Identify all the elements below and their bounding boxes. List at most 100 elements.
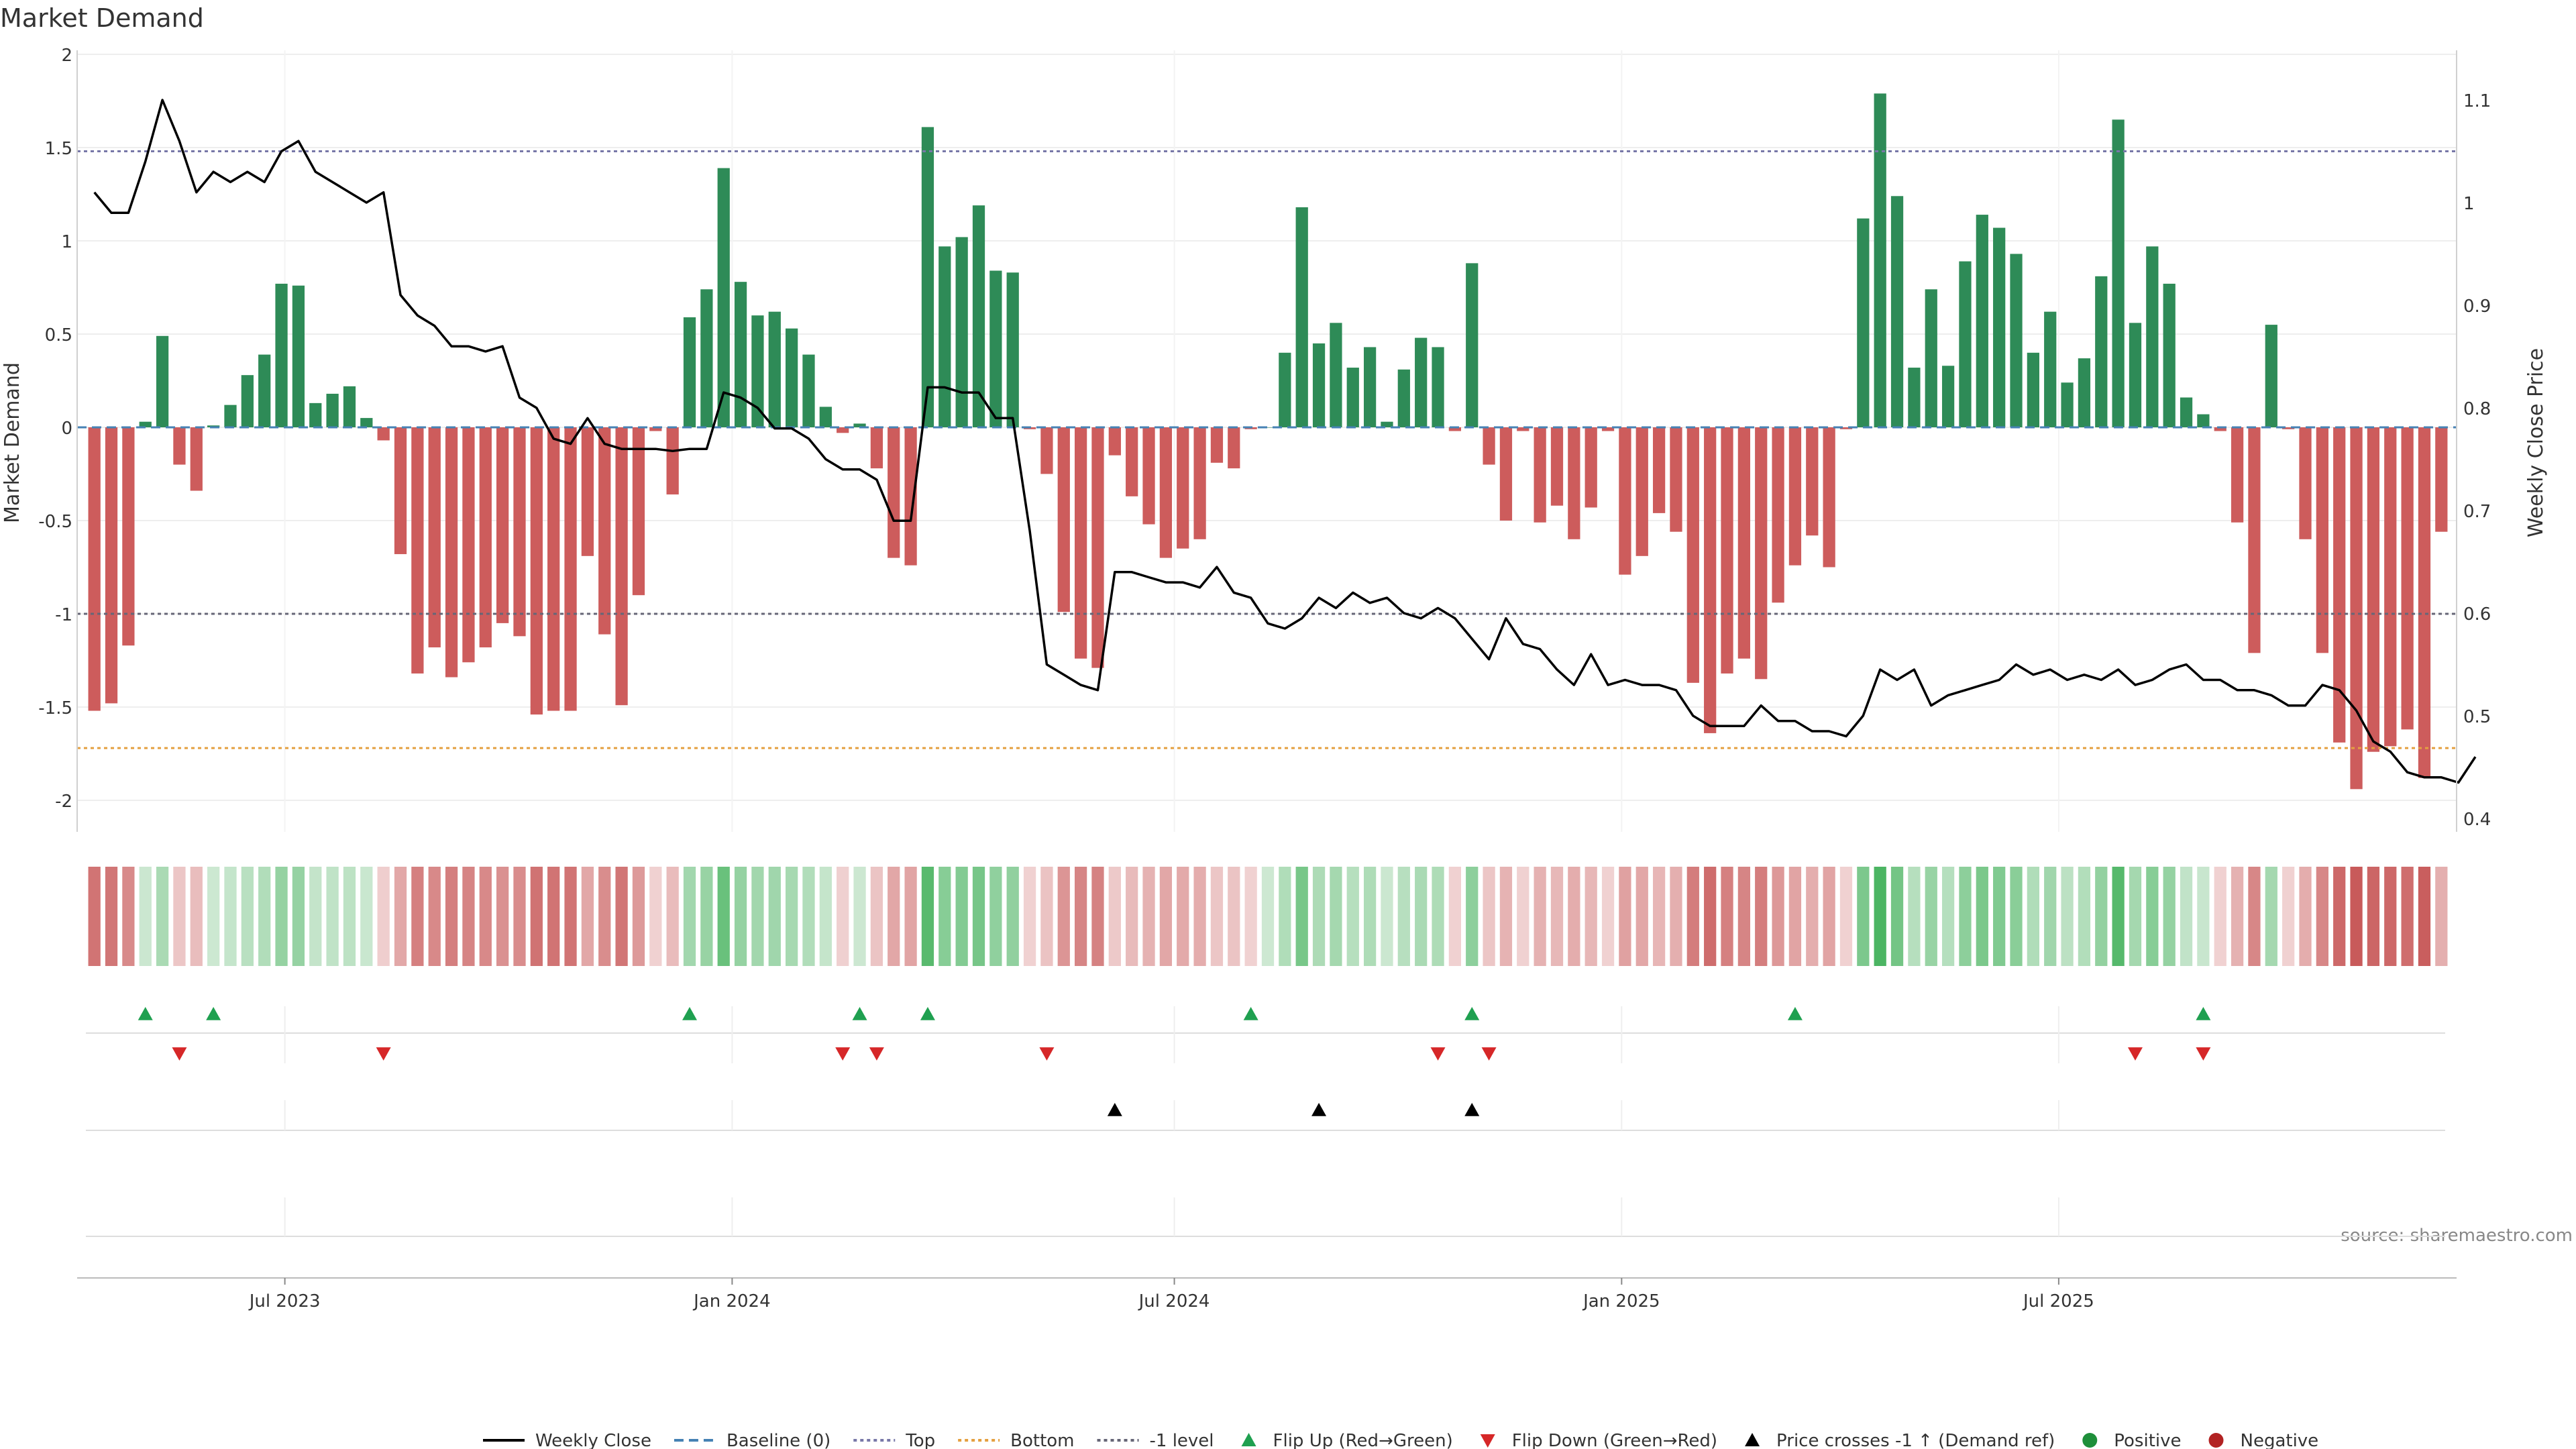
heat-cell-negative (2401, 867, 2414, 966)
y-tick-label-left: 1 (61, 232, 72, 252)
heat-cell-negative (1704, 867, 1717, 966)
demand-bar-positive (802, 354, 815, 427)
y-tick-label-left: 0 (61, 419, 72, 439)
heat-cell-positive (1890, 867, 1904, 966)
heat-cell-positive (360, 867, 373, 966)
demand-bar-negative (1635, 427, 1648, 556)
demand-bar-negative (1193, 427, 1206, 539)
heat-cell-positive (326, 867, 339, 966)
legend-item-negative: Negative (2208, 1431, 2318, 1449)
heat-cell-positive (139, 867, 152, 966)
y-tick-label-left: 0.5 (45, 325, 72, 345)
demand-bar-positive (2163, 283, 2176, 427)
demand-bar-positive (326, 393, 339, 427)
flip-down-marker (172, 1047, 187, 1061)
heat-cell-negative (2231, 867, 2244, 966)
heat-cell-positive (1397, 867, 1410, 966)
legend-item-bottom: Bottom (958, 1431, 1075, 1449)
heat-cell-positive (1432, 867, 1444, 966)
heat-cell-negative (1483, 867, 1495, 966)
heat-cell-negative (581, 867, 594, 966)
demand-bar-negative (513, 427, 526, 637)
demand-bar-positive (1993, 227, 2006, 427)
demand-bar-negative (428, 427, 441, 648)
heat-cell-positive (2010, 867, 2023, 966)
heat-cell-negative (2435, 867, 2448, 966)
heat-cell-negative (888, 867, 900, 966)
y-tick-label-left: 2 (61, 46, 72, 66)
demand-bar-negative (479, 427, 492, 648)
heat-cell-positive (1312, 867, 1326, 966)
x-tick-label: Jan 2025 (1582, 1291, 1660, 1311)
demand-bar-negative (530, 427, 543, 715)
demand-bar-negative (1823, 427, 1835, 568)
demand-bar-negative (1159, 427, 1173, 558)
demand-bar-negative (1228, 427, 1240, 469)
x-tick-label: Jul 2024 (1138, 1291, 1210, 1311)
flip-up-marker (1243, 1007, 1258, 1020)
flip-down-marker (1039, 1047, 1055, 1061)
heat-cell-positive (1466, 867, 1479, 966)
heat-cell-positive (734, 867, 747, 966)
demand-bar-negative (904, 427, 917, 566)
heat-cell-negative (1823, 867, 1835, 966)
demand-bar-positive (1397, 369, 1410, 427)
y-tick-label-right: 0.7 (2463, 502, 2491, 522)
heat-cell-positive (2044, 867, 2057, 966)
demand-bar-negative (1534, 427, 1546, 523)
demand-bar-negative (1652, 427, 1666, 513)
demand-bar-negative (2282, 427, 2295, 429)
demand-bar-negative (837, 427, 849, 433)
flip-up-marker (2196, 1007, 2211, 1020)
demand-bar-positive (2044, 311, 2057, 427)
heat-cell-negative (598, 867, 611, 966)
demand-bar-negative (1686, 427, 1699, 683)
heat-cell-positive (1976, 867, 1988, 966)
heat-cell-positive (989, 867, 1002, 966)
y-tick-label-right: 0.8 (2463, 399, 2491, 419)
heat-cell-negative (1126, 867, 1138, 966)
heat-cell-negative (428, 867, 441, 966)
heat-cell-negative (2350, 867, 2363, 966)
legend-swatch (1241, 1433, 1256, 1446)
legend-item-baseline-0: Baseline (0) (674, 1431, 830, 1449)
heat-cell-positive (156, 867, 169, 966)
demand-bar-positive (275, 283, 288, 427)
heat-cell-positive (1857, 867, 1870, 966)
y-tick-label-right: 0.9 (2463, 297, 2491, 317)
heat-cell-positive (275, 867, 288, 966)
heat-cell-positive (1330, 867, 1342, 966)
y-tick-label-right: 0.4 (2463, 810, 2491, 830)
demand-bar-positive (1908, 368, 1921, 427)
heat-cell-positive (2061, 867, 2074, 966)
heat-cell-positive (1959, 867, 1972, 966)
heat-cell-positive (2197, 867, 2210, 966)
demand-bar-negative (2214, 427, 2226, 431)
demand-bar-positive (1415, 337, 1428, 427)
demand-bar-negative (2316, 427, 2328, 653)
demand-bar-negative (2299, 427, 2312, 539)
demand-bar-negative (1737, 427, 1750, 659)
demand-bar-positive (683, 317, 696, 427)
legend-label: Top (905, 1431, 935, 1449)
demand-bar-negative (377, 427, 390, 441)
flip-up-marker (852, 1007, 867, 1020)
price-cross-marker (1311, 1103, 1327, 1116)
heat-cell-positive (1261, 867, 1275, 966)
legend-item-weekly-close: Weekly Close (483, 1431, 651, 1449)
demand-bar-negative (1619, 427, 1631, 575)
heat-cell-positive (2180, 867, 2193, 966)
heat-cell-positive (1381, 867, 1393, 966)
demand-bar-negative (1108, 427, 1121, 455)
heat-cell-negative (2418, 867, 2431, 966)
heat-cell-negative (122, 867, 135, 966)
heat-cell-negative (88, 867, 101, 966)
demand-bar-positive (1279, 352, 1291, 427)
heat-cell-positive (1941, 867, 1955, 966)
demand-bar-negative (2384, 427, 2397, 747)
flip-down-marker (835, 1047, 851, 1061)
heat-cell-negative (564, 867, 577, 966)
heat-cell-positive (786, 867, 798, 966)
demand-bar-negative (870, 427, 883, 469)
